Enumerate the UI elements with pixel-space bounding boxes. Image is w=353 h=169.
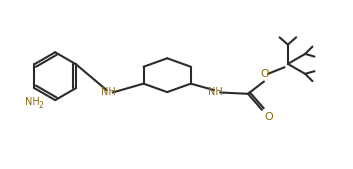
Text: O: O xyxy=(264,112,273,122)
Text: NH: NH xyxy=(101,88,116,98)
Text: NH: NH xyxy=(25,98,40,107)
Text: 2: 2 xyxy=(39,101,43,110)
Text: NH: NH xyxy=(208,88,223,98)
Text: O: O xyxy=(261,68,269,79)
